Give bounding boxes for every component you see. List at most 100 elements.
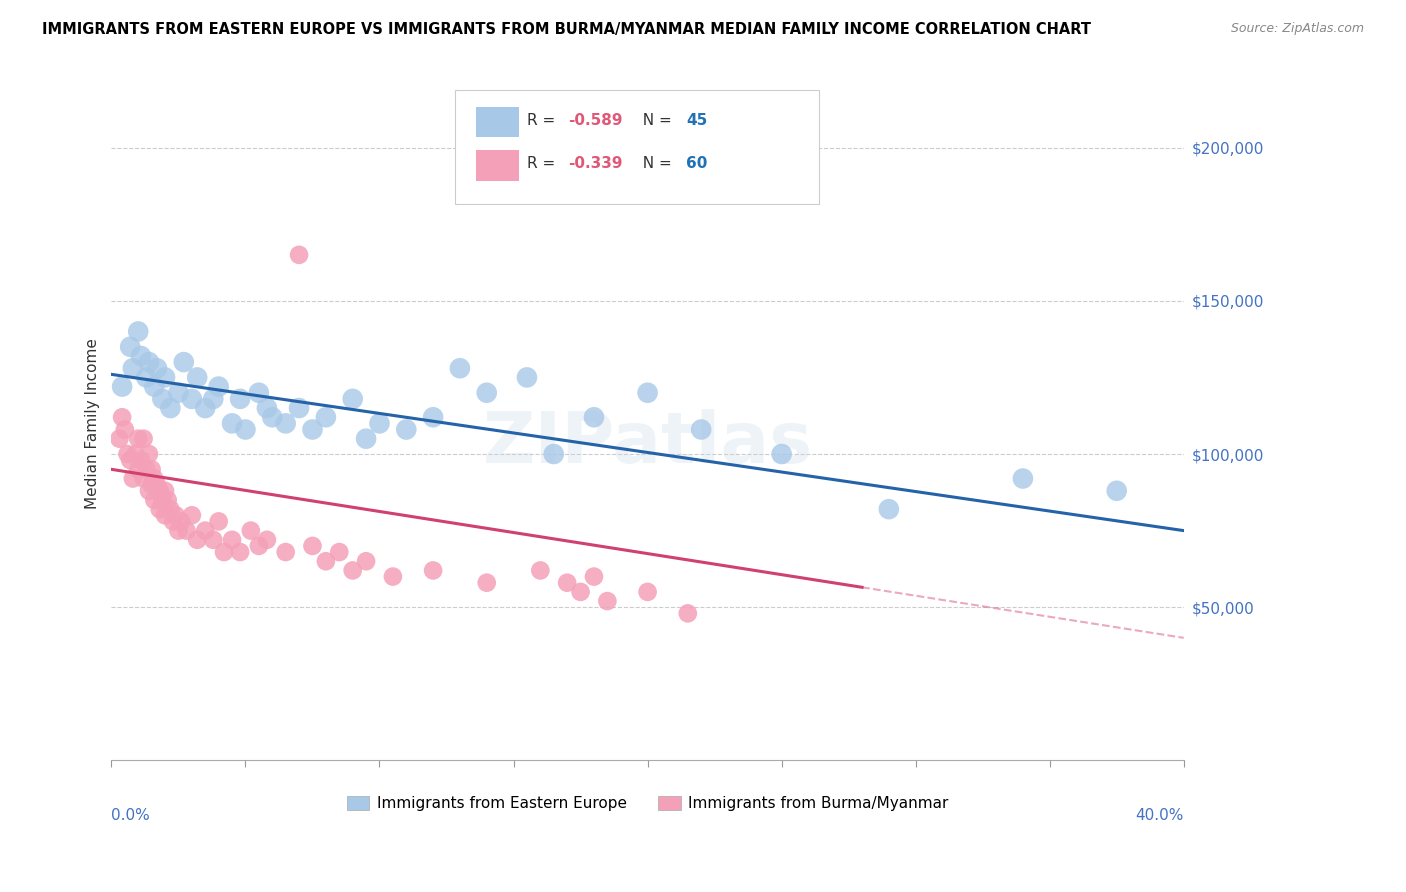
Point: [690, 423, 713, 437]
Point: [121, 361, 143, 376]
Point: [167, 524, 190, 538]
Point: [256, 533, 278, 547]
Point: [167, 385, 190, 400]
Point: [288, 401, 311, 415]
Point: [381, 569, 404, 583]
Point: [180, 508, 202, 523]
Point: [153, 370, 176, 384]
Point: [120, 453, 142, 467]
Point: [111, 410, 134, 425]
Point: [150, 392, 173, 406]
Point: [141, 477, 163, 491]
Point: [212, 545, 235, 559]
Point: [173, 355, 195, 369]
Point: [354, 554, 377, 568]
Point: [422, 564, 444, 578]
Point: [288, 248, 311, 262]
Point: [186, 533, 208, 547]
Point: [149, 483, 172, 498]
Point: [150, 493, 173, 508]
Point: [117, 447, 139, 461]
Point: [247, 385, 270, 400]
Point: [138, 355, 160, 369]
Point: [194, 401, 217, 415]
Point: [120, 340, 142, 354]
Point: [159, 401, 181, 415]
Point: [143, 379, 166, 393]
Point: [582, 569, 605, 583]
Point: [354, 432, 377, 446]
Point: [229, 545, 252, 559]
Point: [156, 493, 179, 508]
Point: [301, 423, 323, 437]
Point: [596, 594, 619, 608]
Text: R =: R =: [527, 112, 561, 128]
Point: [135, 370, 157, 384]
Point: [208, 515, 231, 529]
Point: [676, 607, 699, 621]
Text: 60: 60: [686, 156, 707, 171]
Point: [328, 545, 350, 559]
Text: 40.0%: 40.0%: [1136, 807, 1184, 822]
Point: [153, 508, 176, 523]
Point: [141, 462, 163, 476]
Point: [301, 539, 323, 553]
Point: [1012, 471, 1035, 485]
Point: [186, 370, 208, 384]
Point: [143, 471, 166, 485]
Point: [637, 585, 659, 599]
Point: [180, 392, 202, 406]
Point: [1105, 483, 1128, 498]
Point: [108, 432, 131, 446]
FancyBboxPatch shape: [454, 90, 820, 204]
Point: [543, 447, 565, 461]
Legend: Immigrants from Eastern Europe, Immigrants from Burma/Myanmar: Immigrants from Eastern Europe, Immigran…: [337, 787, 957, 820]
Point: [475, 385, 498, 400]
Text: -0.339: -0.339: [568, 156, 623, 171]
Point: [315, 410, 337, 425]
Text: 0.0%: 0.0%: [111, 807, 150, 822]
Y-axis label: Median Family Income: Median Family Income: [86, 338, 100, 508]
Point: [153, 483, 176, 498]
Point: [229, 392, 252, 406]
Point: [129, 453, 152, 467]
Text: ZIPatlas: ZIPatlas: [482, 409, 813, 478]
Point: [475, 575, 498, 590]
Point: [274, 545, 297, 559]
Point: [569, 585, 592, 599]
Text: N =: N =: [633, 156, 676, 171]
Point: [342, 392, 364, 406]
Point: [422, 410, 444, 425]
Point: [262, 410, 284, 425]
Point: [149, 502, 172, 516]
Point: [516, 370, 538, 384]
Point: [235, 423, 257, 437]
Point: [194, 524, 217, 538]
Point: [274, 417, 297, 431]
Point: [138, 483, 160, 498]
Point: [529, 564, 551, 578]
Point: [395, 423, 418, 437]
Point: [582, 410, 605, 425]
Point: [239, 524, 262, 538]
Point: [555, 575, 578, 590]
Text: Source: ZipAtlas.com: Source: ZipAtlas.com: [1230, 22, 1364, 36]
Point: [143, 493, 166, 508]
Point: [162, 515, 184, 529]
Point: [770, 447, 793, 461]
Point: [368, 417, 391, 431]
Point: [146, 361, 169, 376]
Point: [221, 533, 243, 547]
Point: [165, 508, 187, 523]
Point: [247, 539, 270, 553]
Point: [170, 515, 193, 529]
Point: [256, 401, 278, 415]
Point: [135, 462, 157, 476]
Point: [146, 477, 169, 491]
Point: [221, 417, 243, 431]
Point: [342, 564, 364, 578]
Point: [127, 325, 149, 339]
Point: [877, 502, 900, 516]
Text: -0.589: -0.589: [568, 112, 623, 128]
Point: [132, 432, 155, 446]
